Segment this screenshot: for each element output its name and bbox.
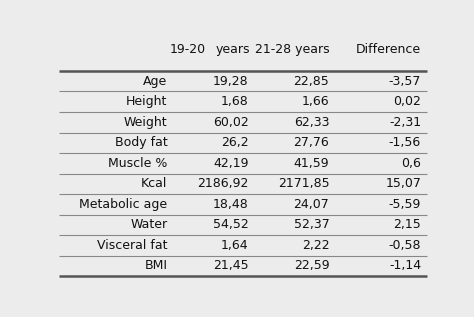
Text: 27,76: 27,76 bbox=[293, 136, 329, 149]
Text: 21-28 years: 21-28 years bbox=[255, 42, 329, 55]
Text: 54,52: 54,52 bbox=[213, 218, 248, 231]
Text: -5,59: -5,59 bbox=[389, 198, 421, 211]
Text: -1,14: -1,14 bbox=[389, 259, 421, 272]
Text: 22,85: 22,85 bbox=[293, 75, 329, 88]
Text: 24,07: 24,07 bbox=[293, 198, 329, 211]
Text: -0,58: -0,58 bbox=[389, 239, 421, 252]
Text: years: years bbox=[216, 42, 250, 55]
Text: 0,02: 0,02 bbox=[393, 95, 421, 108]
Text: Muscle %: Muscle % bbox=[108, 157, 168, 170]
Text: Metabolic age: Metabolic age bbox=[80, 198, 168, 211]
Text: -1,56: -1,56 bbox=[389, 136, 421, 149]
Text: 60,02: 60,02 bbox=[213, 116, 248, 129]
Text: 22,59: 22,59 bbox=[293, 259, 329, 272]
Text: Weight: Weight bbox=[124, 116, 168, 129]
Text: -3,57: -3,57 bbox=[389, 75, 421, 88]
Text: 21,45: 21,45 bbox=[213, 259, 248, 272]
Text: Water: Water bbox=[130, 218, 168, 231]
Text: 15,07: 15,07 bbox=[385, 177, 421, 190]
Text: 1,68: 1,68 bbox=[221, 95, 248, 108]
Text: 26,2: 26,2 bbox=[221, 136, 248, 149]
Text: 18,48: 18,48 bbox=[213, 198, 248, 211]
Text: 2171,85: 2171,85 bbox=[278, 177, 329, 190]
Text: 62,33: 62,33 bbox=[294, 116, 329, 129]
Text: 41,59: 41,59 bbox=[293, 157, 329, 170]
Text: 19,28: 19,28 bbox=[213, 75, 248, 88]
Text: 1,66: 1,66 bbox=[301, 95, 329, 108]
Text: Kcal: Kcal bbox=[141, 177, 168, 190]
Text: Body fat: Body fat bbox=[115, 136, 168, 149]
Text: 2,22: 2,22 bbox=[301, 239, 329, 252]
Text: Height: Height bbox=[126, 95, 168, 108]
Text: 0,6: 0,6 bbox=[401, 157, 421, 170]
Text: -2,31: -2,31 bbox=[389, 116, 421, 129]
Text: 19-20: 19-20 bbox=[170, 42, 206, 55]
Text: 42,19: 42,19 bbox=[213, 157, 248, 170]
Text: 2,15: 2,15 bbox=[393, 218, 421, 231]
Text: 52,37: 52,37 bbox=[293, 218, 329, 231]
Text: Age: Age bbox=[143, 75, 168, 88]
Text: Visceral fat: Visceral fat bbox=[97, 239, 168, 252]
Text: BMI: BMI bbox=[145, 259, 168, 272]
Text: 1,64: 1,64 bbox=[221, 239, 248, 252]
Text: 2186,92: 2186,92 bbox=[197, 177, 248, 190]
Text: Difference: Difference bbox=[356, 42, 421, 55]
